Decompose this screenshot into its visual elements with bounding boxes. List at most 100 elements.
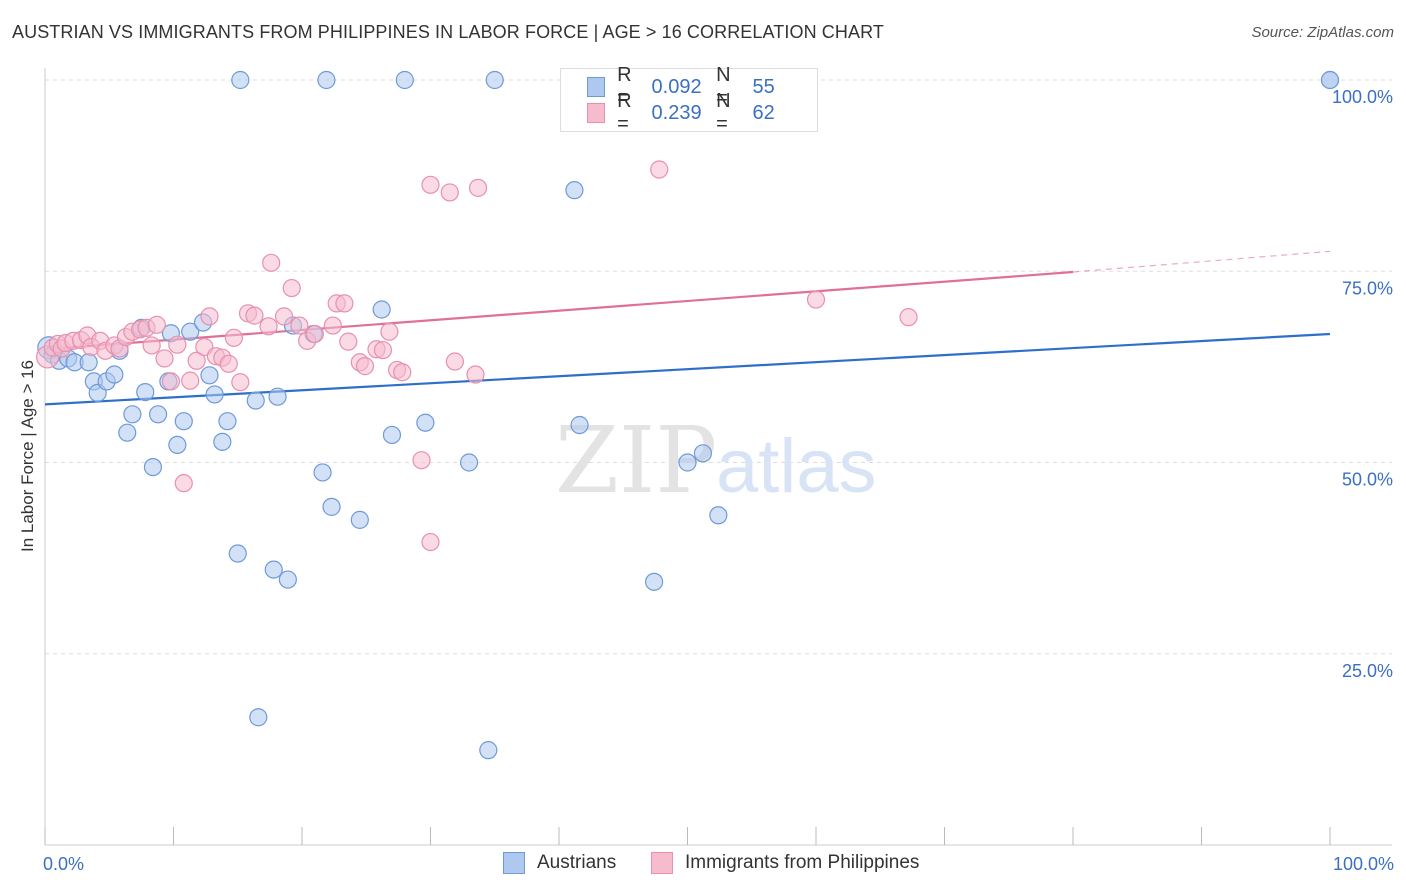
philippines-legend-swatch (651, 852, 673, 874)
chart-title: AUSTRIAN VS IMMIGRANTS FROM PHILIPPINES … (12, 22, 884, 42)
philippines-point (274, 307, 294, 326)
philippines-point (282, 278, 301, 298)
austrian-point (565, 181, 584, 200)
austrian-point (148, 405, 168, 424)
series-legend: Austrians Immigrants from Philippines (0, 852, 1406, 878)
philippines-point (393, 363, 412, 382)
philippines-point (380, 322, 399, 341)
y-tick-label: 50.0% (1342, 470, 1393, 490)
austrian-point (228, 544, 247, 563)
legend-row-philippines: R = 0.239 N = 62 (587, 90, 817, 135)
philippines-point (440, 183, 459, 202)
austrian-point (350, 510, 369, 529)
philippines-point (231, 373, 250, 392)
y-tick-label: 75.0% (1342, 278, 1393, 298)
y-tick-label: 100.0% (1332, 87, 1393, 107)
austrian-point (416, 413, 435, 432)
philippines-point (245, 306, 264, 325)
philippines-point (339, 332, 358, 351)
austrian-point (118, 423, 137, 442)
philippines-point (142, 336, 161, 355)
n-value: 62 (752, 101, 775, 124)
austrians-legend-swatch (503, 852, 525, 874)
source-label: Source: ZipAtlas.com (1251, 24, 1394, 41)
austrian-point (174, 412, 193, 431)
austrian-point (249, 708, 268, 727)
r-label: R = (617, 64, 632, 109)
philippines-point (305, 324, 324, 344)
philippines-point (147, 315, 166, 334)
tick-labels: 25.0% 50.0% 75.0% 100.0% 0.0% 100.0% (43, 87, 1394, 874)
austrian-point (485, 70, 504, 90)
philippines-point (290, 316, 309, 335)
philippines-point (899, 308, 918, 327)
philippines-point (168, 335, 187, 354)
austrian-point (246, 391, 265, 410)
n-label: N = (716, 64, 731, 109)
austrian-point (268, 387, 287, 406)
austrian-point (372, 300, 391, 319)
legend-label-austrians: Austrians (537, 852, 617, 873)
austrian-point (459, 453, 479, 472)
philippines-point (187, 351, 206, 370)
austrian-point (382, 425, 402, 445)
philippines-point (259, 317, 278, 336)
austrian-point (218, 412, 237, 431)
philippines-point (200, 307, 219, 326)
r-value: 0.239 (651, 101, 702, 124)
philippines-point (174, 474, 193, 493)
philippines-point (161, 372, 181, 391)
austrian-point (709, 506, 728, 525)
philippines-point (373, 340, 393, 360)
austrian-point (479, 741, 498, 760)
legend-item-austrians[interactable]: Austrians (503, 852, 616, 874)
philippines-point (155, 349, 174, 368)
philippines-point (219, 354, 238, 373)
austrian-point (678, 453, 697, 472)
austrian-point (105, 365, 124, 384)
austrian-point (264, 560, 283, 579)
axes (44, 68, 1392, 846)
watermark: ZIP atlas (555, 407, 877, 514)
austrian-point (123, 405, 142, 424)
philippines-trend-extension (1072, 250, 1331, 273)
austrians-swatch (587, 77, 606, 97)
austrian-point (313, 463, 332, 482)
austrian-point (205, 385, 224, 404)
philippines-swatch (587, 103, 606, 123)
x-tick-label: 100.0% (1333, 854, 1394, 874)
philippines-point (421, 175, 440, 194)
correlation-legend: R = 0.092 N = 55 R = 0.239 N = 62 (560, 64, 818, 135)
austrian-point (322, 497, 341, 516)
austrian-point (79, 353, 98, 372)
philippines-point (468, 178, 488, 197)
austrian-point (213, 432, 232, 451)
philippines-point (650, 160, 669, 179)
philippines-point (335, 294, 354, 313)
austrian-point (644, 572, 664, 591)
philippines-point (412, 451, 431, 470)
philippines-trend-line (44, 270, 1074, 351)
austrian-point (181, 322, 200, 341)
n-label: N = (716, 90, 731, 135)
philippines-point (421, 532, 440, 552)
austrian-point (570, 415, 589, 435)
n-value: 55 (752, 75, 775, 98)
austrian-point (278, 570, 297, 589)
austrian-point (136, 383, 155, 402)
legend-item-philippines[interactable]: Immigrants from Philippines (651, 852, 919, 874)
legend-row-austrians: R = 0.092 N = 55 (587, 64, 817, 109)
philippines-point (806, 290, 826, 309)
austrian-point (143, 457, 163, 477)
philippines-point (445, 352, 465, 371)
austrian-point (317, 70, 336, 90)
legend-label-philippines: Immigrants from Philippines (685, 852, 920, 873)
austrian-point (200, 366, 219, 385)
watermark-atlas: atlas (716, 424, 877, 509)
philippines-point (181, 371, 200, 390)
austrian-point (168, 435, 187, 455)
data-points (35, 70, 1340, 760)
austrian-point (693, 444, 713, 463)
austrian-point (231, 70, 250, 90)
